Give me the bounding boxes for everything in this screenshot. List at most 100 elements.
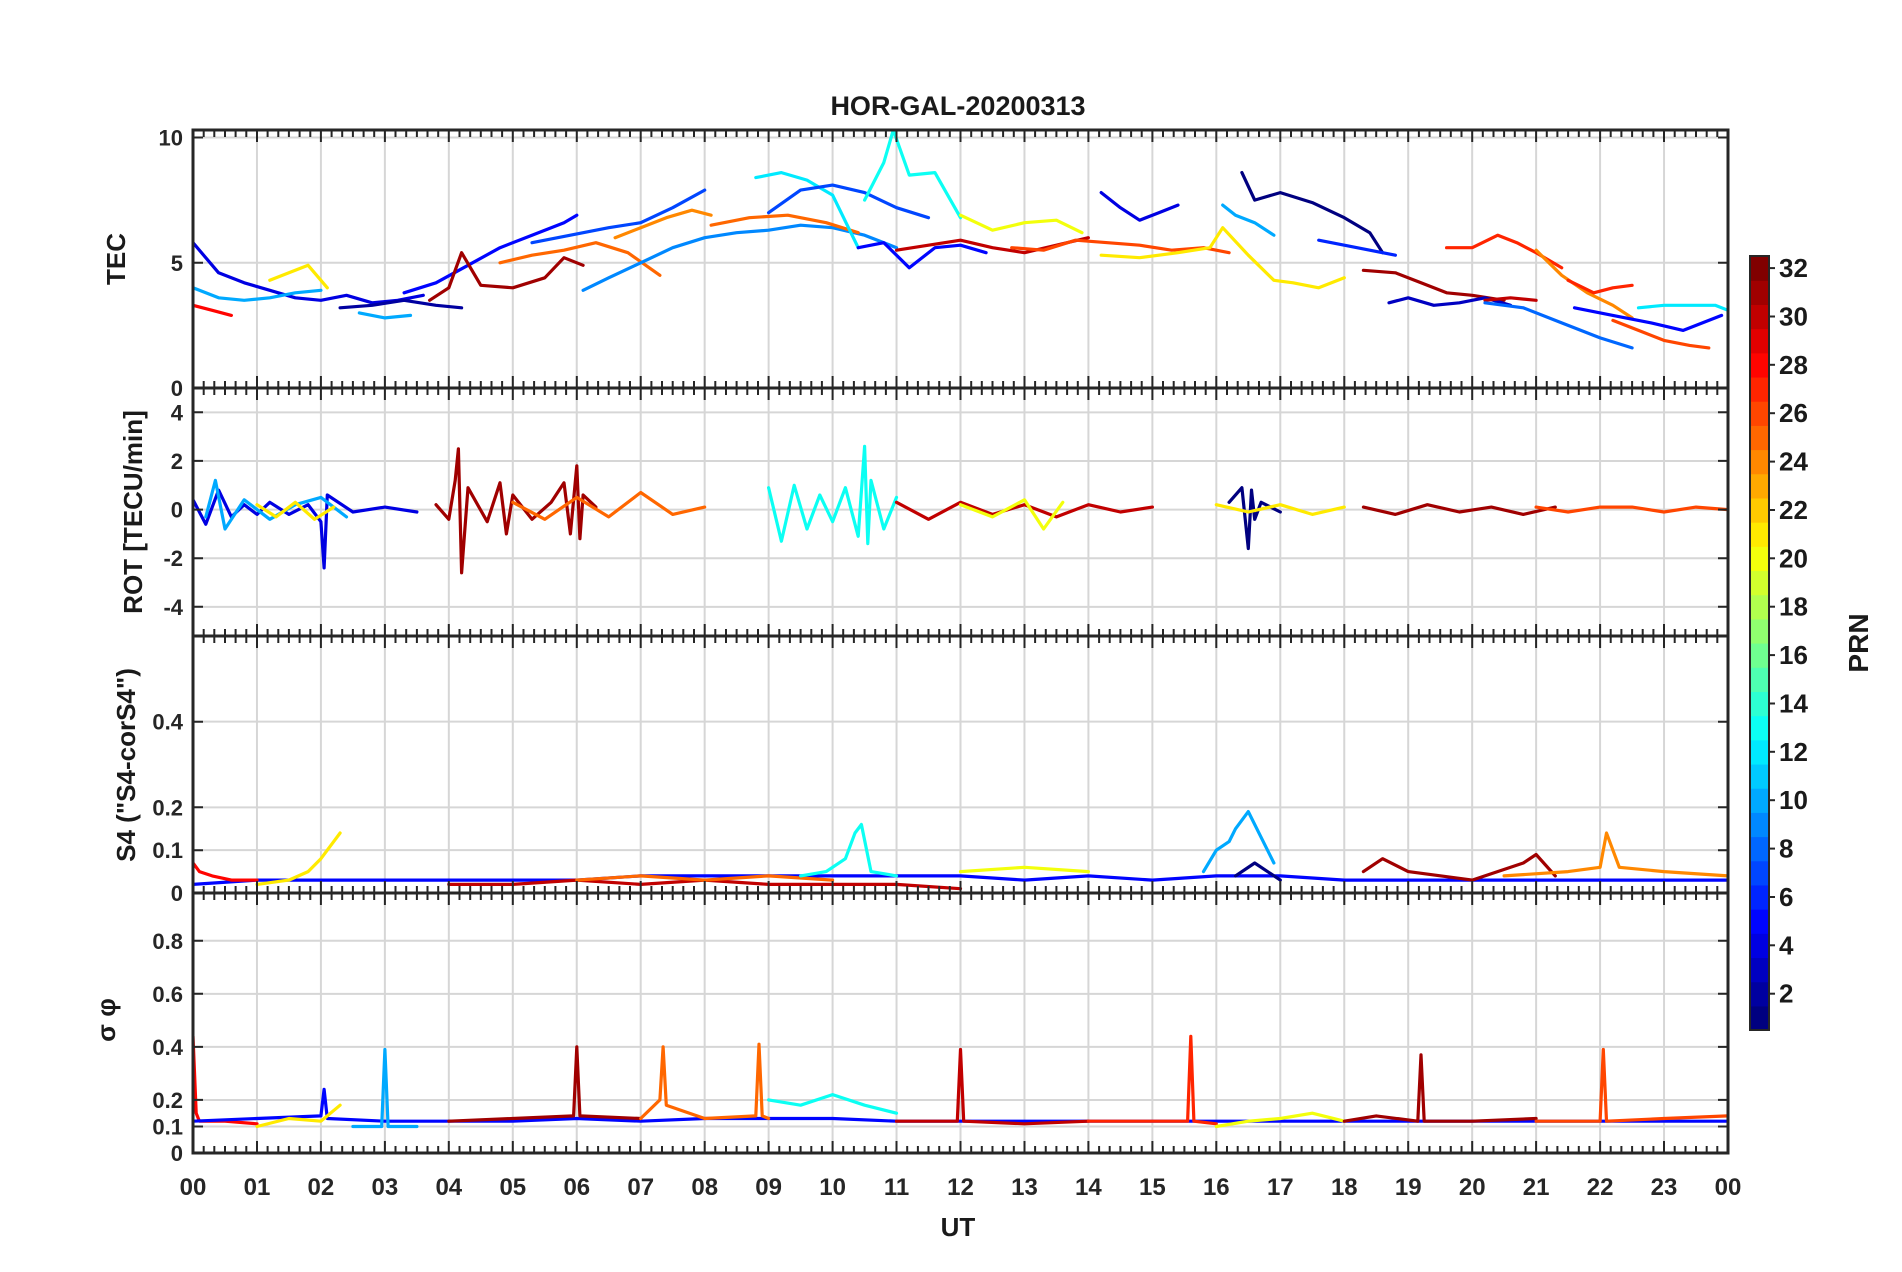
series-prn-25 xyxy=(511,490,707,521)
series-prn-12 xyxy=(754,171,860,250)
series-prn-20 xyxy=(958,865,1091,874)
colorbar-tick-label: 24 xyxy=(1779,447,1808,477)
colorbar-tick-label: 4 xyxy=(1779,930,1794,960)
series-prn-31 xyxy=(1361,852,1557,882)
colorbar-label: PRN xyxy=(1843,613,1874,672)
colorbar-swatch-6 xyxy=(1750,884,1769,910)
series-prn-31 xyxy=(428,251,585,302)
x-tick-label: 23 xyxy=(1651,1174,1678,1201)
colorbar-tick-label: 20 xyxy=(1779,543,1808,573)
series-group xyxy=(193,809,1728,891)
y-tick-label: 0.1 xyxy=(152,1115,183,1140)
x-tick-label: 13 xyxy=(1011,1174,1038,1201)
colorbar-swatch-25 xyxy=(1750,425,1769,451)
colorbar-tick-label: 8 xyxy=(1779,834,1793,864)
y-tick-label: 0.4 xyxy=(152,710,183,735)
colorbar-swatch-14 xyxy=(1750,691,1769,717)
series-prn-31 xyxy=(1361,503,1557,517)
y-tick-label: -4 xyxy=(163,595,183,620)
x-tick-label: 16 xyxy=(1203,1174,1230,1201)
series-prn-30 xyxy=(894,1047,1091,1126)
series-group xyxy=(193,130,1728,350)
panel-rot: -4 -2 0 2 4 ROT [TECU/min] xyxy=(118,386,1730,638)
series-prn-21 xyxy=(268,263,329,290)
colorbar-swatch-5 xyxy=(1750,909,1769,934)
y-axis-label: ROT [TECU/min] xyxy=(118,410,148,614)
x-tick-label: 17 xyxy=(1267,1174,1294,1201)
y-tick-label: 4 xyxy=(171,400,184,425)
y-tick-label: -2 xyxy=(163,546,183,571)
colorbar-swatch-17 xyxy=(1750,618,1769,644)
series-prn-5 xyxy=(1572,306,1724,332)
colorbar-swatch-22 xyxy=(1750,497,1769,523)
colorbar-swatch-18 xyxy=(1750,594,1769,620)
series-prn-21 xyxy=(255,831,342,887)
x-tick-label: 18 xyxy=(1331,1174,1358,1201)
x-tick-label: 01 xyxy=(244,1174,271,1201)
y-tick-label: 0.2 xyxy=(152,795,183,820)
series-group xyxy=(193,444,1728,575)
series-prn-21 xyxy=(255,500,336,521)
series-prn-5 xyxy=(856,241,988,270)
series-prn-28 xyxy=(193,861,259,882)
x-tick-label: 12 xyxy=(947,1174,974,1201)
x-tick-label: 08 xyxy=(691,1174,718,1201)
series-prn-4 xyxy=(193,241,425,305)
series-group xyxy=(193,1034,1728,1129)
panel-tec: 0 5 10 TEC xyxy=(101,126,1730,401)
series-prn-24 xyxy=(1502,831,1728,878)
series-prn-25 xyxy=(498,241,662,277)
x-tick-label: 00 xyxy=(180,1174,207,1201)
colorbar-tick-label: 28 xyxy=(1779,350,1808,380)
y-axis-label: σ φ xyxy=(91,998,121,1042)
series-prn-21 xyxy=(1099,226,1346,290)
series-prn-10 xyxy=(204,478,349,531)
x-tick-label: 04 xyxy=(435,1174,462,1201)
series-prn-30 xyxy=(894,500,1155,521)
x-tick-label: 19 xyxy=(1395,1174,1422,1201)
x-tick-label: 05 xyxy=(499,1174,526,1201)
x-tick-label: 22 xyxy=(1587,1174,1614,1201)
colorbar-swatch-1 xyxy=(1750,1005,1769,1031)
colorbar-swatch-31 xyxy=(1750,280,1769,305)
y-tick-label: 5 xyxy=(171,251,183,276)
series-prn-2 xyxy=(338,298,464,310)
x-tick-label: 03 xyxy=(372,1174,399,1201)
colorbar-tick-label: 2 xyxy=(1779,979,1793,1009)
colorbar-frame xyxy=(1749,255,1770,1031)
series-prn-7 xyxy=(766,183,931,220)
series-prn-20 xyxy=(958,213,1084,235)
series-prn-8 xyxy=(1483,301,1634,350)
x-tick-label: 14 xyxy=(1075,1174,1102,1201)
colorbar-swatch-20 xyxy=(1750,546,1769,572)
x-tick-label: 02 xyxy=(308,1174,335,1201)
x-tick-label: 00 xyxy=(1715,1174,1742,1201)
colorbar-swatch-19 xyxy=(1750,570,1769,596)
panel-sigma_phi: 00.10.2 0.4 0.6 0.8 σ φ xyxy=(91,891,1730,1166)
x-tick-label: 20 xyxy=(1459,1174,1486,1201)
x-axis-label: UT xyxy=(941,1212,976,1242)
y-tick-label: 0.2 xyxy=(152,1088,183,1113)
series-prn-4 xyxy=(193,488,419,570)
y-tick-label: 0 xyxy=(171,881,183,906)
series-prn-5 xyxy=(402,213,579,295)
series-prn-10 xyxy=(1221,203,1276,237)
colorbar-tick-label: 26 xyxy=(1779,398,1808,428)
series-prn-13 xyxy=(766,1092,899,1115)
series-prn-13 xyxy=(862,130,963,220)
y-tick-label: 10 xyxy=(159,126,183,151)
series-prn-4 xyxy=(1099,191,1180,222)
series-prn-1 xyxy=(1240,171,1385,255)
colorbar-swatch-26 xyxy=(1750,401,1769,426)
series-prn-25 xyxy=(575,874,835,882)
series-prn-6 xyxy=(1317,238,1398,257)
colorbar-swatch-8 xyxy=(1750,836,1769,862)
colorbar-swatch-2 xyxy=(1750,981,1769,1007)
series-prn-31 xyxy=(447,1045,643,1123)
series-prn-27 xyxy=(1086,1034,1218,1126)
y-tick-label: 2 xyxy=(171,449,183,474)
panel-s4: 0 0.1 0.2 0.4 S4 ("S4-corS4") xyxy=(111,634,1730,906)
colorbar-tick-label: 30 xyxy=(1779,302,1808,332)
